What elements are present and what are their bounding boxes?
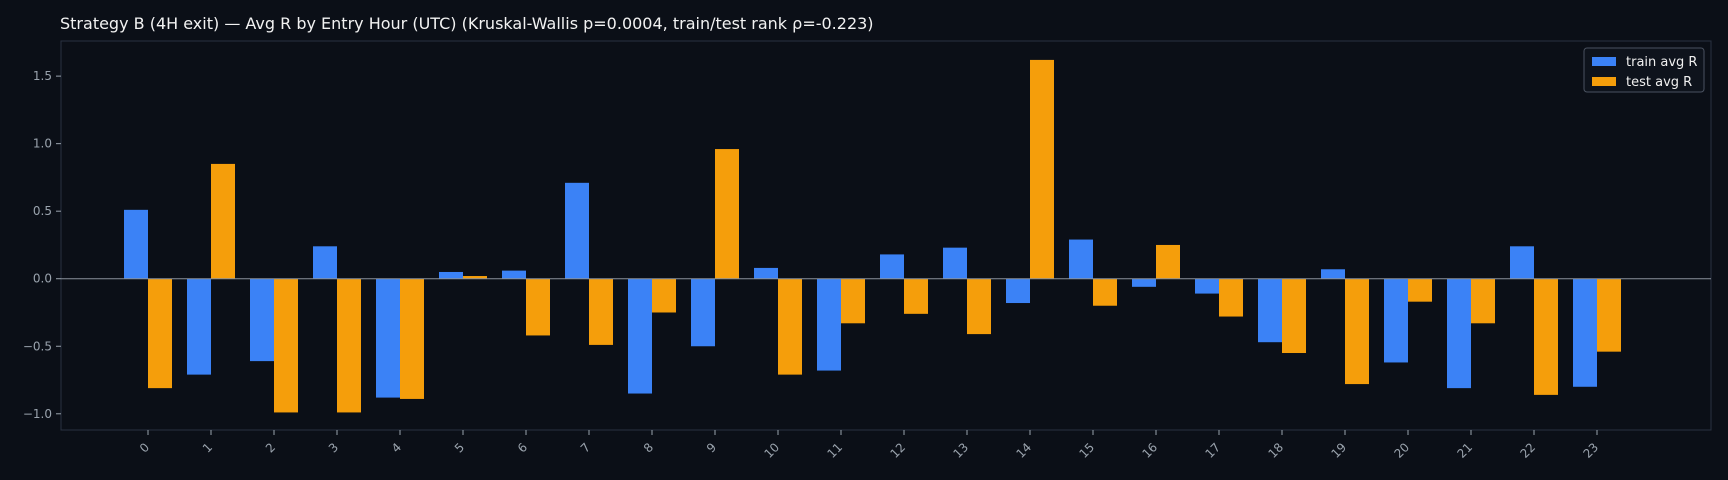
train-bar [439, 271, 463, 279]
x-tick-label: 6 [515, 440, 530, 455]
test-bar [337, 278, 361, 413]
test-bar [211, 163, 235, 279]
x-tick-label: 2 [263, 440, 278, 455]
x-tick-label: 19 [1328, 440, 1349, 461]
y-tick-label: 1.5 [33, 69, 52, 83]
x-tick-label: 21 [1454, 440, 1475, 461]
train-bar [187, 278, 211, 375]
test-bar [1030, 59, 1054, 279]
y-tick-label: 0.0 [33, 272, 52, 286]
legend-swatch-test [1592, 77, 1616, 86]
test-bar [1219, 278, 1243, 317]
test-bar [715, 149, 739, 279]
train-bar [817, 278, 841, 371]
train-bar [1447, 278, 1471, 389]
train-bar [691, 278, 715, 347]
y-tick-label: −0.5 [23, 339, 52, 353]
x-tick-label: 20 [1391, 440, 1412, 461]
test-bar [400, 278, 424, 399]
test-bar [1597, 278, 1621, 352]
train-bar [1573, 278, 1597, 387]
x-tick-label: 1 [200, 440, 215, 455]
test-bar [148, 278, 172, 389]
x-tick-label: 8 [641, 440, 656, 455]
x-tick-label: 9 [704, 440, 719, 455]
x-tick-label: 5 [452, 440, 467, 455]
train-bar [1384, 278, 1408, 363]
train-bar [1258, 278, 1282, 343]
x-tick-label: 23 [1580, 440, 1601, 461]
x-tick-label: 18 [1265, 440, 1286, 461]
train-bar [502, 270, 526, 279]
test-bar [463, 276, 487, 279]
train-bar [376, 278, 400, 398]
legend-label-train: train avg R [1626, 55, 1697, 70]
axes-frame [60, 40, 1712, 431]
y-tick-label: 0.5 [33, 204, 52, 218]
test-bar [778, 278, 802, 375]
train-bar [1195, 278, 1219, 294]
legend-swatch-train [1592, 57, 1616, 66]
test-bar [1345, 278, 1369, 385]
x-tick-label: 0 [137, 440, 152, 455]
train-bar [628, 278, 652, 394]
train-bar [880, 254, 904, 279]
y-tick-label: 1.0 [33, 137, 52, 151]
test-bar [1156, 244, 1180, 279]
test-bar [1408, 278, 1432, 302]
train-bar [1006, 278, 1030, 304]
test-bar [904, 278, 928, 314]
legend-label-test: test avg R [1626, 75, 1692, 90]
train-bar [754, 267, 778, 279]
x-tick-label: 14 [1013, 440, 1034, 461]
train-bar [1069, 239, 1093, 279]
x-tick-label: 11 [824, 440, 845, 461]
x-tick-label: 3 [326, 440, 341, 455]
test-bar [1534, 278, 1558, 395]
x-tick-label: 4 [389, 440, 404, 455]
train-bar [943, 247, 967, 279]
x-tick-label: 17 [1202, 440, 1223, 461]
train-bar [565, 182, 589, 279]
x-tick-label: 16 [1139, 440, 1160, 461]
train-bar [1132, 278, 1156, 287]
y-tick-label: −1.0 [23, 407, 52, 421]
x-tick-label: 22 [1517, 440, 1538, 461]
test-bar [1471, 278, 1495, 324]
train-bar [313, 246, 337, 279]
test-bar [652, 278, 676, 313]
train-bar [1510, 246, 1534, 279]
train-bar [250, 278, 274, 362]
test-bar [274, 278, 298, 413]
test-bar [526, 278, 550, 336]
test-bar [967, 278, 991, 335]
chart-title: Strategy B (4H exit) — Avg R by Entry Ho… [60, 14, 874, 33]
test-bar [589, 278, 613, 345]
x-tick-label: 15 [1076, 440, 1097, 461]
x-tick-label: 7 [578, 440, 593, 455]
x-tick-label: 10 [761, 440, 782, 461]
test-bar [841, 278, 865, 324]
train-bar [124, 209, 148, 279]
test-bar [1093, 278, 1117, 306]
test-bar [1282, 278, 1306, 354]
x-tick-label: 13 [950, 440, 971, 461]
train-bar [1321, 269, 1345, 279]
x-tick-label: 12 [887, 440, 908, 461]
